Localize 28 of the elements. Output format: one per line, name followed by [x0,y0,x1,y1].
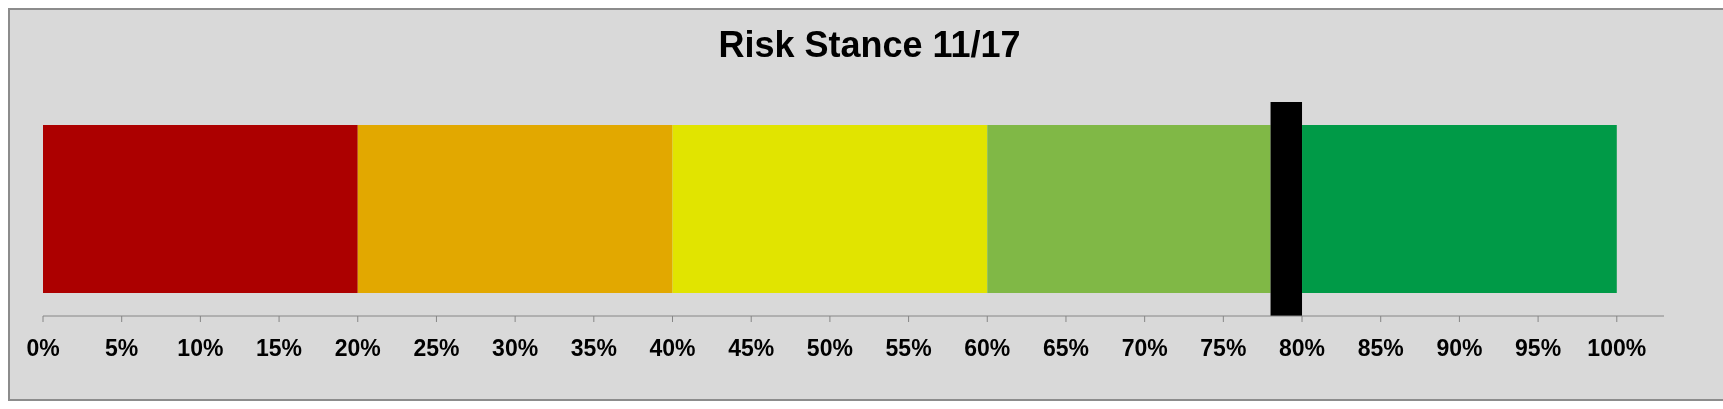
x-tick-label: 80% [1279,335,1326,362]
x-tick-label: 20% [334,335,381,362]
x-tick-label: 100% [1587,335,1647,362]
x-tick-label: 40% [649,335,696,362]
x-tick-label: 35% [570,335,617,362]
x-tick-label: 50% [806,335,853,362]
x-tick-label: 10% [177,335,224,362]
x-tick-label: 5% [105,335,139,362]
x-tick-label: 25% [413,335,460,362]
x-tick-label: 95% [1515,335,1562,362]
x-tick-label: 65% [1042,335,1089,362]
bar [1270,102,1303,316]
x-tick-label: 15% [256,335,303,362]
x-tick-label: 30% [492,335,539,362]
x-tick-label: 70% [1121,335,1168,362]
bar [987,125,1271,293]
x-tick-label: 0% [26,335,60,362]
bar [672,125,988,293]
x-tick-label: 55% [885,335,932,362]
x-tick-label: 85% [1357,335,1404,362]
x-tick-label: 45% [728,335,775,362]
x-tick-label: 60% [964,335,1011,362]
x-tick-label: 75% [1200,335,1247,362]
bar [43,125,358,293]
chart-title: Risk Stance 11/17 [717,24,1022,66]
bar [1302,125,1617,293]
bar [357,125,673,293]
x-tick-label: 90% [1436,335,1483,362]
